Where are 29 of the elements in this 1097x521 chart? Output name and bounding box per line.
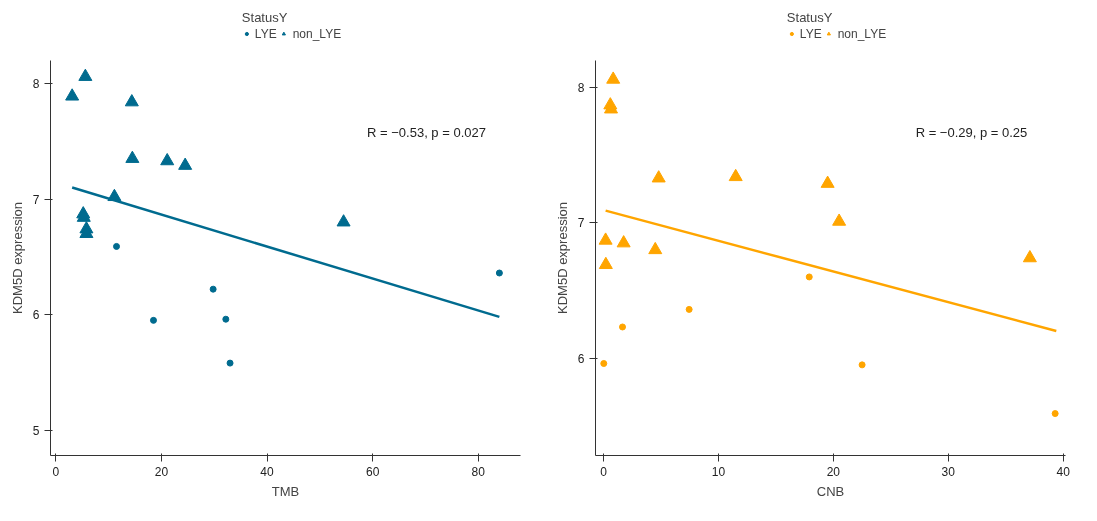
legend-title: StatusY	[786, 9, 834, 25]
y-tick-label: 7	[577, 216, 585, 231]
y-tick-label: 5	[32, 423, 40, 438]
x-tick-label: 80	[471, 464, 486, 479]
legend-label: non_LYE	[837, 26, 887, 41]
y-axis-title: KDM5D expression	[9, 201, 25, 314]
x-tick-label: 0	[52, 464, 60, 479]
x-tick-label: 60	[365, 464, 380, 479]
x-tick-label: 20	[826, 464, 841, 479]
y-tick-label: 6	[577, 351, 585, 366]
x-tick-label: 20	[154, 464, 169, 479]
x-tick-label: 30	[941, 464, 956, 479]
x-tick-label: 40	[260, 464, 275, 479]
legend-label: LYE	[254, 26, 277, 41]
annotation: R = −0.53, p = 0.027	[367, 124, 486, 140]
x-tick-label: 0	[600, 464, 608, 479]
x-tick-label: 10	[711, 464, 726, 479]
y-tick-label: 8	[577, 81, 585, 96]
x-axis-title: CNB	[816, 483, 845, 499]
y-tick-label: 7	[32, 192, 40, 207]
y-tick-label: 6	[32, 308, 40, 323]
annotation: R = −0.29, p = 0.25	[915, 124, 1028, 140]
legend-label: LYE	[799, 26, 822, 41]
y-tick-label: 8	[32, 77, 40, 92]
legend-label: non_LYE	[292, 26, 342, 41]
x-axis-title: TMB	[271, 483, 300, 499]
y-axis-title: KDM5D expression	[554, 201, 570, 314]
x-tick-label: 40	[1056, 464, 1071, 479]
legend-title: StatusY	[241, 9, 289, 25]
